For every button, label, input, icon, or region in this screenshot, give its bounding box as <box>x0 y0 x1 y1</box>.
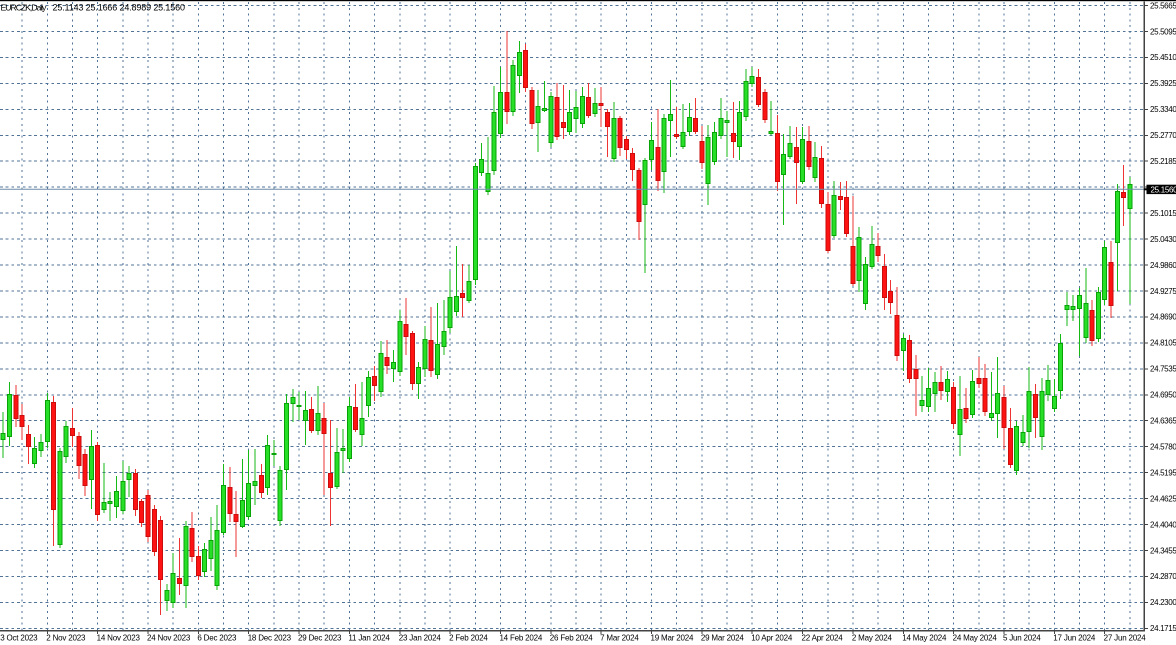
svg-text:14 Nov 2023: 14 Nov 2023 <box>97 634 141 643</box>
svg-text:27 Jun 2024: 27 Jun 2024 <box>1104 634 1147 643</box>
svg-text:24.2870: 24.2870 <box>1150 572 1176 581</box>
svg-text:7 Mar 2024: 7 Mar 2024 <box>600 634 639 643</box>
svg-text:6 Dec 2023: 6 Dec 2023 <box>197 634 237 643</box>
svg-text:25.3925: 25.3925 <box>1150 79 1176 88</box>
svg-text:24.5780: 24.5780 <box>1150 442 1176 451</box>
svg-text:24.5195: 24.5195 <box>1150 468 1176 477</box>
svg-text:24.3455: 24.3455 <box>1150 546 1176 555</box>
svg-text:2 Feb 2024: 2 Feb 2024 <box>449 634 488 643</box>
svg-text:25.1015: 25.1015 <box>1150 209 1176 218</box>
svg-text:24.6365: 24.6365 <box>1150 417 1176 426</box>
svg-text:23 Oct 2023: 23 Oct 2023 <box>0 634 38 643</box>
svg-text:24.8690: 24.8690 <box>1150 313 1176 322</box>
svg-text:2 May 2024: 2 May 2024 <box>852 634 893 643</box>
svg-text:25.1143 25.1666 24.8989 25.156: 25.1143 25.1666 24.8989 25.1560 <box>53 3 185 13</box>
svg-text:24.8105: 24.8105 <box>1150 339 1176 348</box>
svg-text:25.0430: 25.0430 <box>1150 235 1176 244</box>
svg-text:25.3340: 25.3340 <box>1150 105 1176 114</box>
svg-text:19 Mar 2024: 19 Mar 2024 <box>651 634 694 643</box>
svg-text:23 Jan 2024: 23 Jan 2024 <box>399 634 442 643</box>
svg-text:24 May 2024: 24 May 2024 <box>953 634 998 643</box>
svg-text:24.7535: 24.7535 <box>1150 365 1176 374</box>
svg-text:29 Dec 2023: 29 Dec 2023 <box>298 634 342 643</box>
svg-text:17 Jun 2024: 17 Jun 2024 <box>1053 634 1096 643</box>
svg-text:24.4625: 24.4625 <box>1150 494 1176 503</box>
svg-text:25.5095: 25.5095 <box>1150 27 1176 36</box>
svg-text:25.5665: 25.5665 <box>1150 1 1176 10</box>
svg-text:25.1560: 25.1560 <box>1151 185 1176 194</box>
svg-text:24.1715: 24.1715 <box>1150 624 1176 633</box>
svg-text:24.2300: 24.2300 <box>1150 598 1176 607</box>
svg-text:25.2770: 25.2770 <box>1150 131 1176 140</box>
svg-text:25.2185: 25.2185 <box>1150 157 1176 166</box>
svg-text:24.6950: 24.6950 <box>1150 391 1176 400</box>
svg-text:22 Apr 2024: 22 Apr 2024 <box>802 634 844 643</box>
svg-text:18 Dec 2023: 18 Dec 2023 <box>248 634 292 643</box>
svg-text:5 Jun 2024: 5 Jun 2024 <box>1003 634 1041 643</box>
svg-text:24.4040: 24.4040 <box>1150 520 1176 529</box>
svg-text:25.4510: 25.4510 <box>1150 53 1176 62</box>
svg-text:24 Nov 2023: 24 Nov 2023 <box>147 634 191 643</box>
svg-text:10 Apr 2024: 10 Apr 2024 <box>751 634 793 643</box>
svg-text:11 Jan 2024: 11 Jan 2024 <box>348 634 390 643</box>
svg-text:24.9275: 24.9275 <box>1150 287 1176 296</box>
svg-text:29 Mar 2024: 29 Mar 2024 <box>701 634 744 643</box>
svg-text:2 Nov 2023: 2 Nov 2023 <box>46 634 86 643</box>
svg-text:14 May 2024: 14 May 2024 <box>902 634 947 643</box>
svg-text:24.9860: 24.9860 <box>1150 261 1176 270</box>
svg-text:26 Feb 2024: 26 Feb 2024 <box>550 634 593 643</box>
svg-text:EURCZK,Daily: EURCZK,Daily <box>1 3 48 13</box>
svg-text:14 Feb 2024: 14 Feb 2024 <box>499 634 542 643</box>
